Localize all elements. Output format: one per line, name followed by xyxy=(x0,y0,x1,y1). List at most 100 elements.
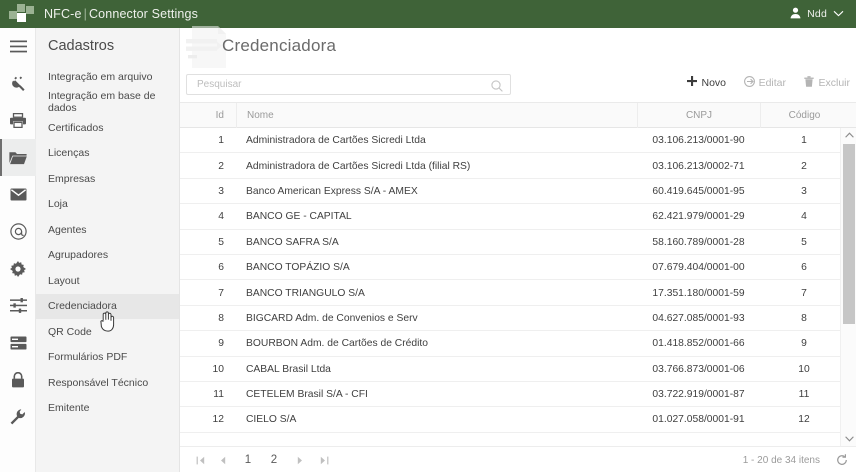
table-row[interactable]: 10 CABAL Brasil Ltda 03.766.873/0001-06 … xyxy=(180,357,840,382)
refresh-icon[interactable] xyxy=(836,447,848,473)
sidebar-item-label: Responsável Técnico xyxy=(48,376,149,389)
chevron-down-icon xyxy=(833,8,844,20)
table-row[interactable]: 6 BANCO TOPÁZIO S/A 07.679.404/0001-00 6 xyxy=(180,255,840,281)
search-input[interactable] xyxy=(195,78,485,91)
cell-codigo: 2 xyxy=(801,160,807,172)
cell-nome: CABAL Brasil Ltda xyxy=(246,363,331,375)
grid-header-row: Id Nome CNPJ Código xyxy=(180,102,856,128)
sidebar-item-integracao-em-base-de-dados[interactable]: Integração em base de dados xyxy=(36,90,179,116)
sidebar-item-agrupadores[interactable]: Agrupadores xyxy=(36,243,179,269)
sidebar-item-label: Certificados xyxy=(48,121,104,134)
cell-cnpj: 03.106.213/0002-71 xyxy=(652,160,745,172)
content-area: Credenciadora Novo xyxy=(180,26,856,472)
chevron-down-icon[interactable] xyxy=(841,432,856,446)
page-number-1[interactable]: 1 xyxy=(244,454,252,466)
column-header-nome[interactable]: Nome xyxy=(236,103,637,128)
cell-cnpj: 62.421.979/0001-29 xyxy=(652,211,745,223)
envelope-icon[interactable] xyxy=(0,176,36,213)
cell-id: 9 xyxy=(218,338,224,350)
page-first-icon[interactable] xyxy=(190,447,210,473)
squares-logo-icon xyxy=(9,4,37,24)
sidebar-item-agentes[interactable]: Agentes xyxy=(36,217,179,243)
sidebar-item-label: Formulários PDF xyxy=(48,351,128,364)
sidebar-item-formularios-pdf[interactable]: Formulários PDF xyxy=(36,345,179,371)
table-row[interactable]: 9 BOURBON Adm. de Cartões de Crédito 01.… xyxy=(180,331,840,357)
table-row[interactable]: 11 CETELEM Brasil S/A - CFI 03.722.919/0… xyxy=(180,382,840,408)
at-sign-icon[interactable] xyxy=(0,213,36,250)
wrench-icon[interactable] xyxy=(0,398,36,435)
cell-nome: Administradora de Cartões Sicredi Ltda (… xyxy=(246,160,471,172)
sidebar-item-loja[interactable]: Loja xyxy=(36,192,179,218)
table-row[interactable]: 5 BANCO SAFRA S/A 58.160.789/0001-28 5 xyxy=(180,230,840,255)
user-name: Ndd xyxy=(807,8,827,20)
sidebar-item-empresas[interactable]: Empresas xyxy=(36,166,179,192)
cell-id: 1 xyxy=(218,135,224,147)
edit-button[interactable]: Editar xyxy=(743,76,786,90)
icon-rail xyxy=(0,28,36,472)
column-header-id[interactable]: Id xyxy=(215,110,224,121)
table-row[interactable]: 7 BANCO TRIANGULO S/A 17.351.180/0001-59… xyxy=(180,280,840,306)
cell-nome: Banco American Express S/A - AMEX xyxy=(246,185,418,197)
cell-cnpj: 04.627.085/0001-93 xyxy=(652,312,745,324)
table-row[interactable]: 2 Administradora de Cartões Sicredi Ltda… xyxy=(180,153,840,179)
cell-codigo: 8 xyxy=(801,312,807,324)
folder-icon[interactable] xyxy=(0,139,36,176)
pagination-info: 1 - 20 de 34 itens xyxy=(742,454,820,466)
grid-vertical-scrollbar[interactable] xyxy=(840,128,856,446)
new-button[interactable]: Novo xyxy=(687,76,726,89)
sidebar-item-licencas[interactable]: Licenças xyxy=(36,141,179,167)
cell-id: 10 xyxy=(212,363,224,375)
sidebar-item-label: Emitente xyxy=(48,402,90,415)
plug-icon[interactable] xyxy=(0,65,36,102)
lock-icon[interactable] xyxy=(0,361,36,398)
scrollbar-thumb[interactable] xyxy=(843,144,855,324)
sidebar-item-qr-code[interactable]: QR Code xyxy=(36,319,179,345)
sidebar: Cadastros Integração em arquivo Integraç… xyxy=(36,28,180,472)
search-icon[interactable] xyxy=(491,79,503,97)
title-separator: | xyxy=(83,7,87,21)
sidebar-item-label: Integração em base de dados xyxy=(48,90,156,115)
cell-id: 2 xyxy=(218,160,224,172)
sidebar-item-label: Licenças xyxy=(48,147,90,160)
chevron-up-icon[interactable] xyxy=(841,128,856,142)
table-row[interactable]: 12 CIELO S/A 01.027.058/0001-91 12 xyxy=(180,407,840,433)
cell-codigo: 6 xyxy=(801,262,807,274)
server-icon[interactable] xyxy=(0,324,36,361)
printer-icon[interactable] xyxy=(0,102,36,139)
user-icon xyxy=(790,7,801,22)
gear-icon[interactable] xyxy=(0,250,36,287)
cell-codigo: 3 xyxy=(801,185,807,197)
app-subtitle: Connector Settings xyxy=(88,7,198,21)
sidebar-item-emitente[interactable]: Emitente xyxy=(36,396,179,422)
column-header-codigo[interactable]: Código xyxy=(760,103,848,128)
cell-cnpj: 03.106.213/0001-90 xyxy=(652,135,745,147)
sidebar-item-responsavel-tecnico[interactable]: Responsável Técnico xyxy=(36,370,179,396)
credential-card-icon xyxy=(186,26,230,73)
cell-id: 7 xyxy=(218,287,224,299)
sidebar-item-label: Loja xyxy=(48,198,68,211)
sidebar-item-integracao-em-arquivo[interactable]: Integração em arquivo xyxy=(36,64,179,90)
page-prev-icon[interactable] xyxy=(212,447,232,473)
column-header-cnpj[interactable]: CNPJ xyxy=(637,103,760,128)
page-header: Credenciadora xyxy=(180,26,856,73)
page-number-2[interactable]: 2 xyxy=(270,454,278,466)
user-menu[interactable]: Ndd xyxy=(790,0,844,28)
sidebar-item-label: Agentes xyxy=(48,223,87,236)
table-row[interactable]: 4 BANCO GE - CAPITAL 62.421.979/0001-29 … xyxy=(180,204,840,230)
hamburger-menu-icon[interactable] xyxy=(0,28,36,65)
search-box[interactable] xyxy=(186,74,511,95)
delete-button[interactable]: Excluir xyxy=(804,76,850,90)
table-row[interactable]: 1 Administradora de Cartões Sicredi Ltda… xyxy=(180,128,840,154)
sidebar-item-label: QR Code xyxy=(48,325,92,338)
page-last-icon[interactable] xyxy=(314,447,334,473)
table-row[interactable]: 8 BIGCARD Adm. de Convenios e Serv 04.62… xyxy=(180,306,840,332)
sliders-icon[interactable] xyxy=(0,287,36,324)
cell-id: 4 xyxy=(218,211,224,223)
sidebar-item-layout[interactable]: Layout xyxy=(36,268,179,294)
cell-id: 3 xyxy=(218,185,224,197)
cell-codigo: 12 xyxy=(798,414,810,426)
pagination-bar: 1 2 1 - 20 de 34 itens xyxy=(180,446,856,472)
sidebar-item-certificados[interactable]: Certificados xyxy=(36,115,179,141)
page-next-icon[interactable] xyxy=(290,447,310,473)
table-row[interactable]: 3 Banco American Express S/A - AMEX 60.4… xyxy=(180,179,840,205)
